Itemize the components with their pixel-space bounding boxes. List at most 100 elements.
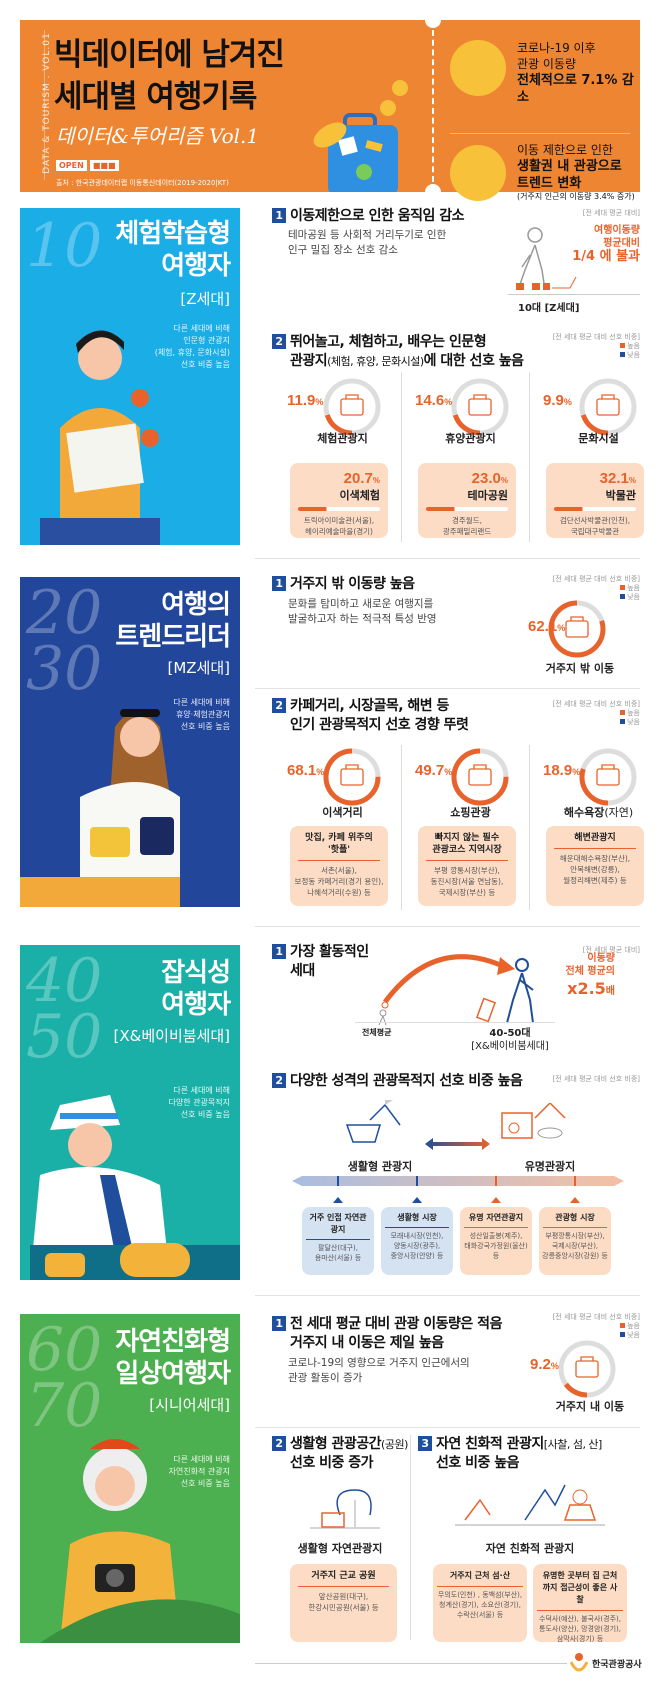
series-label: DATA & TOURISM . VOL.01: [42, 32, 52, 174]
section-title: 1 이동제한으로 인한 움직임 감소: [272, 207, 465, 226]
ticket-notch: [425, 12, 441, 28]
movement-stat: 여행이동량 평균대비 1/4 에 불과: [572, 225, 640, 264]
cafe-shopping-gauge: [320, 745, 384, 813]
walking-person-icon: [516, 227, 577, 291]
place-card: 거주지 근처 섬·산 무의도(인천) , 동백섬(부산), 청계산(경기), 소요산…: [433, 1564, 527, 1642]
column-divider: [401, 372, 402, 542]
generation-label: [시니어세대]: [149, 1396, 230, 1414]
spectrum-marker: [416, 1176, 418, 1186]
header-banner: DATA & TOURISM . VOL.01 빅데이터에 남겨진 세대별 여행기…: [20, 12, 640, 201]
pointer-triangle-icon: [491, 1197, 501, 1203]
info-covid-decrease: 코로나-19 이후 관광 이동량 전체적으로 7.1% 감소: [517, 41, 634, 105]
mask-icon: [450, 40, 506, 96]
age-number: 10: [26, 211, 103, 281]
percent-value: 11.9%: [287, 392, 324, 409]
student-illustration: [40, 330, 160, 545]
camera-duck-mountain-icon: [501, 1103, 566, 1139]
percent-value: 62.1%: [528, 618, 566, 635]
note: [전 세대 평균 대비]: [582, 946, 640, 954]
category-label: 자연 친화적 관광지: [485, 1542, 575, 1555]
section-desc: 문화를 탐미하고 새로운 여행지를 발굴하고자 하는 적극적 특성 반영: [288, 598, 437, 625]
location-pin-icon: [450, 145, 506, 201]
theater-gauge: [576, 375, 640, 443]
panel-title: 여행의 트렌드리더: [115, 590, 231, 652]
section-divider: [255, 688, 640, 689]
note: [전 세대 평균 대비 선호 비중]: [552, 1075, 640, 1083]
average-caption: 전체평균: [362, 1028, 392, 1037]
divider: [450, 133, 630, 134]
ticket-notch: [425, 184, 441, 200]
category-label: 체험관광지: [317, 432, 368, 445]
section-divider: [255, 1295, 640, 1296]
place-card: 거주 인접 자연관광지 팔달산(대구), 용마산(서울) 등: [302, 1207, 374, 1275]
senior-woman-camera-illustration: [40, 1439, 240, 1643]
category-label: 생활형 관광지: [347, 1160, 413, 1173]
column-divider: [529, 745, 530, 910]
legend: [전 세대 평균 대비 선호 비중] 높음 낮음: [552, 1313, 640, 1339]
place-card: 해변관광지 해운대해수욕장(부산), 안목해변(강릉), 월정리해변(제주) 등: [546, 826, 644, 906]
note: [전 세대 평균 대비]: [582, 209, 640, 217]
divider: [44, 30, 45, 180]
beach-chair-gauge: [576, 745, 640, 813]
category-label: 이색거리: [322, 806, 363, 819]
percent-value: 18.9%: [543, 762, 581, 779]
category-label: 쇼핑관광: [450, 806, 491, 819]
generation-caption: 40-50대 [X&베이비붐세대]: [471, 1028, 549, 1052]
place-card: 생활형 시장 모래내시장(인천), 양동시장(광주), 중앙시장(안양) 등: [381, 1207, 453, 1275]
subtitle: 데이터&투어리즘 Vol.1: [56, 124, 260, 148]
place-card: 맛집, 카페 위주의 '핫플' 서촌(서울), 보정동 카페거리(경기 용인), 나혜…: [290, 826, 388, 906]
panel-desc: 다른 세대에 비해 다양한 관광목적지 선호 비중 높음: [168, 1086, 230, 1119]
panel-x-generation: 40 50 잡식성 여행자 [X&베이비붐세대] 다른 세대에 비해 다양한 관광목적…: [20, 945, 240, 1280]
percent-value: 9.2%: [530, 1356, 559, 1373]
percent-value: 14.6%: [415, 392, 453, 409]
open-license-logo: OPEN ■■■: [56, 160, 119, 171]
spectrum-bar: [292, 1176, 624, 1186]
movement-stat: 이동량 전체 평균의 x2.5배: [565, 953, 615, 998]
suitcase-gauge: [320, 375, 384, 443]
info-trend-change: 이동 제한으로 인한 생활권 내 관광으로 트렌드 변화 (거주지 인근의 이동량 …: [517, 143, 635, 201]
section-title: 2 카페거리, 시장골목, 해변 등 인기 관광목적지 선호 경향 뚜렷: [272, 697, 469, 735]
ground-line: [355, 1022, 555, 1023]
gauge-label: 거주지 밖 이동: [545, 662, 615, 675]
place-card: 유명한 곳부터 집 근처 까지 접근성이 좋은 사찰 수덕사(예산), 불국사(경…: [533, 1564, 627, 1643]
park-bench-tree-icon: [310, 1489, 380, 1529]
place-card: 관광형 시장 부평깡통시장(부산), 국제시장(부산), 강릉중앙시장(강원) 등: [539, 1207, 611, 1275]
gauge-label: 거주지 내 이동: [555, 1400, 625, 1413]
place-card: 유명 자연관광지 성산일출봉(제주), 태화강국가정원(울산) 등: [460, 1207, 532, 1275]
movement-comparison-graphic: [378, 954, 534, 1025]
section-divider: [255, 558, 640, 559]
pointer-triangle-icon: [570, 1197, 580, 1203]
sub-category-name: 이색체험: [339, 489, 380, 502]
ground-line: [508, 294, 640, 295]
legend: [전 세대 평균 대비 선호 비중] 높음 낮음: [552, 333, 640, 359]
section-title: 1 가장 활동적인 세대: [272, 943, 369, 981]
main-title: 빅데이터에 남겨진 세대별 여행기록: [54, 37, 285, 115]
percent-value: 49.7%: [415, 762, 453, 779]
footer-line: [255, 1663, 567, 1664]
section-title: 1 거주지 밖 이동량 높음: [272, 575, 415, 594]
section-desc: 코로나-19의 영향으로 거주지 인근에서의 관광 활동이 증가: [288, 1357, 470, 1384]
category-label: 휴양관광지: [445, 432, 496, 445]
sub-category-card: 32.1% 박물관 검단선사박물관(인천), 국립대구박물관: [546, 463, 644, 538]
age-number: 60 70: [26, 1315, 103, 1441]
sub-category-card: 20.7% 이색체험 트릭아이미술관(서울), 헤이리예술마을(경기): [290, 463, 388, 538]
section-divider: [255, 1427, 640, 1428]
age-number: 20 30: [26, 578, 103, 704]
spectrum-marker: [495, 1176, 497, 1186]
legend: [전 세대 평균 대비 선호 비중] 높음 낮음: [552, 575, 640, 601]
panel-z-generation: 10 체험학습형 여행자 [Z세대] 다른 세대에 비해 인문형 관광지 (체험, 휴…: [20, 208, 240, 545]
inside-movement-gauge: [555, 1337, 619, 1405]
bidirectional-arrow-icon: [425, 1138, 490, 1150]
generation-label: [Z세대]: [180, 290, 230, 308]
panel-title: 자연친화형 일상여행자: [115, 1327, 231, 1389]
panel-title: 체험학습형 여행자: [115, 219, 231, 281]
walking-person-small-icon: [378, 1009, 387, 1025]
pointer-triangle-icon: [333, 1197, 343, 1203]
category-label: 유명관광지: [524, 1160, 576, 1173]
category-label: 해수욕장(자연): [563, 806, 634, 819]
generation-label: [MZ세대]: [167, 659, 230, 677]
section-title: 2 생활형 관광공간(공원) 선호 비중 증가: [272, 1435, 408, 1473]
place-card: 빠지지 않는 필수 관광코스 지역시장 부평 깡통시장(부산), 동진시장(서울 연…: [418, 826, 516, 906]
palm-tree-gauge: [448, 375, 512, 443]
percent-value: 68.1%: [287, 762, 325, 779]
